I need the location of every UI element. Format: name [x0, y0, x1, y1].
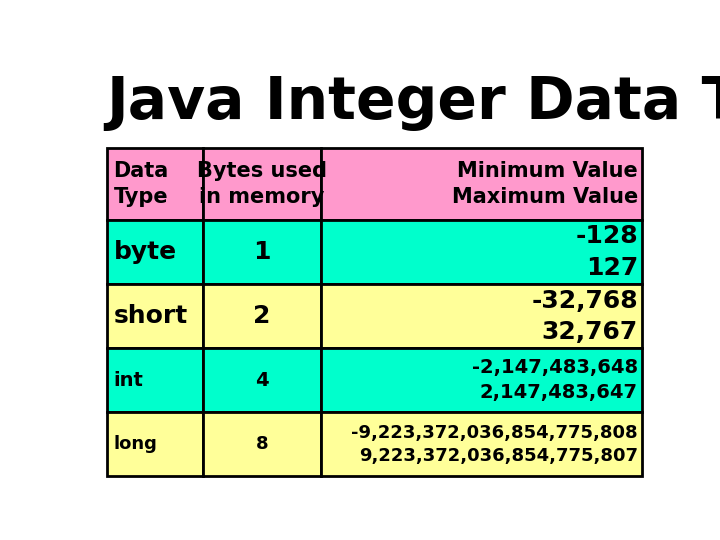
FancyBboxPatch shape	[203, 413, 321, 476]
Text: 1: 1	[253, 240, 271, 264]
Text: Java Integer Data Types: Java Integer Data Types	[107, 74, 720, 131]
Text: Data
Type: Data Type	[114, 161, 168, 207]
FancyBboxPatch shape	[107, 413, 203, 476]
Text: Bytes used
in memory: Bytes used in memory	[197, 161, 327, 207]
FancyBboxPatch shape	[203, 284, 321, 348]
FancyBboxPatch shape	[321, 220, 642, 284]
Text: -2,147,483,648
2,147,483,647: -2,147,483,648 2,147,483,647	[472, 359, 638, 402]
Text: 4: 4	[256, 371, 269, 390]
FancyBboxPatch shape	[321, 413, 642, 476]
FancyBboxPatch shape	[107, 148, 203, 220]
Text: 2: 2	[253, 305, 271, 328]
FancyBboxPatch shape	[321, 284, 642, 348]
Text: byte: byte	[114, 240, 176, 264]
FancyBboxPatch shape	[107, 284, 203, 348]
FancyBboxPatch shape	[203, 220, 321, 284]
Text: -32,768
32,767: -32,768 32,767	[531, 288, 638, 344]
Text: int: int	[114, 371, 143, 390]
Text: short: short	[114, 305, 188, 328]
FancyBboxPatch shape	[321, 348, 642, 413]
FancyBboxPatch shape	[203, 348, 321, 413]
Text: long: long	[114, 435, 157, 454]
FancyBboxPatch shape	[321, 148, 642, 220]
FancyBboxPatch shape	[107, 348, 203, 413]
Text: Minimum Value
Maximum Value: Minimum Value Maximum Value	[451, 161, 638, 207]
FancyBboxPatch shape	[203, 148, 321, 220]
Text: -9,223,372,036,854,775,808
9,223,372,036,854,775,807: -9,223,372,036,854,775,808 9,223,372,036…	[351, 423, 638, 465]
Text: 8: 8	[256, 435, 269, 454]
FancyBboxPatch shape	[107, 220, 203, 284]
Text: -128
127: -128 127	[575, 225, 638, 280]
